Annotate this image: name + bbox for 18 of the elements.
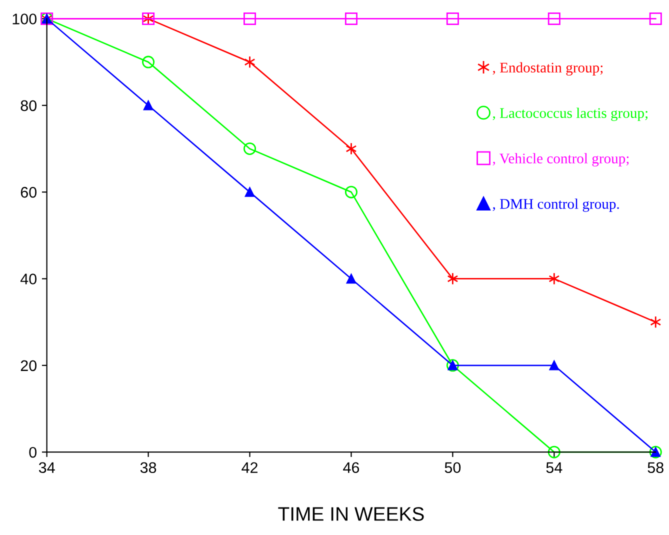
x-tick-label: 38 xyxy=(140,462,156,474)
x-tick-label: 54 xyxy=(546,462,562,474)
y-tick-label: 0 xyxy=(29,446,37,458)
x-tick-label: 34 xyxy=(38,462,55,474)
x-tick-label: 42 xyxy=(242,462,258,473)
x-tick-label: 58 xyxy=(648,462,664,474)
y-tick-label: 80 xyxy=(20,100,37,112)
legend-label: , Lactococcus lactis group; xyxy=(492,108,648,121)
x-axis-title: TIME IN WEEKS xyxy=(278,507,424,521)
x-tick-label: 50 xyxy=(444,462,461,474)
legend-label: , DMH control group. xyxy=(492,198,619,212)
y-tick-label: 100 xyxy=(12,14,37,24)
x-tick-label: 46 xyxy=(343,462,360,474)
y-tick-label: 20 xyxy=(20,360,37,372)
y-tick-label: 60 xyxy=(20,186,37,198)
legend-label: , Vehicle control group; xyxy=(492,153,629,166)
y-tick-label: 40 xyxy=(20,274,37,284)
legend-label: , Endostatin group; xyxy=(492,62,603,76)
